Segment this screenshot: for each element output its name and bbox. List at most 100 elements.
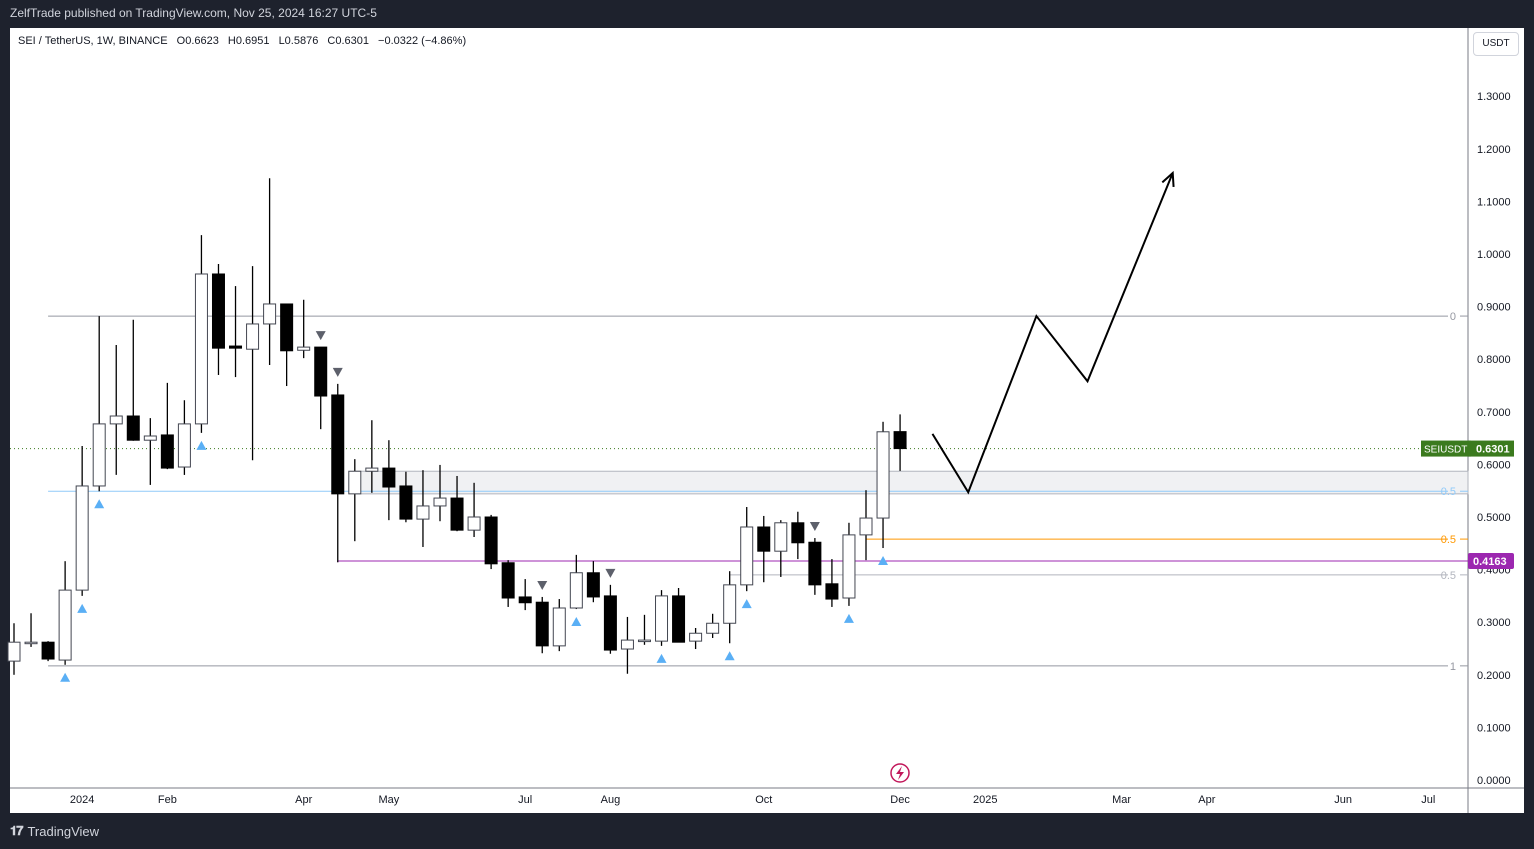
candle-up bbox=[263, 303, 277, 325]
down-arrow-marker bbox=[605, 568, 616, 578]
price-tick-label: 0.3000 bbox=[1477, 617, 1511, 629]
fib-level-label: 0.5 bbox=[1441, 486, 1456, 498]
time-tick-label: Jul bbox=[518, 794, 532, 806]
candle-up bbox=[723, 584, 737, 624]
candle-up bbox=[58, 589, 72, 661]
time-tick-label: Apr bbox=[295, 794, 312, 806]
price-tick-label: 1.1000 bbox=[1477, 196, 1511, 208]
candle-down bbox=[757, 526, 771, 552]
candle-up bbox=[689, 632, 703, 642]
down-arrow-marker bbox=[537, 580, 548, 590]
candle-up bbox=[109, 415, 123, 425]
candle-down bbox=[893, 431, 907, 450]
candle-up bbox=[774, 522, 788, 552]
footer: 𝟏𝟕 TradingView bbox=[10, 823, 99, 839]
close-value: C0.6301 bbox=[327, 35, 369, 47]
candle-up bbox=[348, 470, 362, 495]
time-tick-label: May bbox=[378, 794, 399, 806]
down-arrow-marker bbox=[332, 367, 343, 377]
brand-name: TradingView bbox=[27, 823, 100, 839]
candle-down bbox=[382, 467, 396, 488]
candle-up bbox=[620, 639, 634, 650]
time-tick-label: Feb bbox=[158, 794, 177, 806]
currency-button[interactable]: USDT bbox=[1473, 32, 1519, 56]
time-tick-label: Dec bbox=[890, 794, 910, 806]
fib-level-label: 0.5 bbox=[1441, 570, 1456, 582]
price-tick-label: 0.1000 bbox=[1477, 722, 1511, 734]
symbol-legend: SEI / TetherUS, 1W, BINANCE O0.6623 H0.6… bbox=[18, 35, 472, 47]
candle-down bbox=[518, 596, 532, 604]
price-tick-label: 0.0000 bbox=[1477, 775, 1511, 787]
purple-price-value: 0.4163 bbox=[1473, 556, 1507, 568]
candle-down bbox=[211, 273, 225, 349]
candle-up bbox=[177, 423, 191, 468]
candle-down bbox=[501, 562, 515, 599]
time-tick-label: Aug bbox=[601, 794, 621, 806]
candle-up bbox=[569, 572, 583, 609]
candle-down bbox=[825, 583, 839, 600]
candle-down bbox=[791, 522, 805, 544]
candle-down bbox=[484, 516, 498, 565]
candle-up bbox=[655, 595, 669, 642]
candle-up bbox=[637, 639, 651, 643]
candle-up bbox=[876, 431, 890, 519]
price-tick-label: 0.6000 bbox=[1477, 459, 1511, 471]
up-arrow-marker bbox=[571, 617, 582, 627]
time-tick-label: Apr bbox=[1198, 794, 1215, 806]
up-arrow-marker bbox=[656, 653, 667, 663]
candle-up bbox=[365, 467, 379, 472]
symbol-name[interactable]: SEI / TetherUS, 1W, BINANCE bbox=[18, 35, 168, 47]
candle-up bbox=[416, 505, 430, 520]
candle-up bbox=[552, 607, 566, 647]
lightning-bolt-icon bbox=[896, 766, 904, 780]
candle-down bbox=[41, 641, 55, 660]
price-tick-label: 0.2000 bbox=[1477, 670, 1511, 682]
candle-up bbox=[859, 517, 873, 536]
candle-down bbox=[331, 394, 345, 495]
candle-down bbox=[672, 595, 686, 643]
candle-up bbox=[297, 346, 311, 351]
resistance-zone bbox=[354, 470, 1469, 495]
right-border bbox=[1524, 28, 1534, 813]
up-arrow-marker bbox=[60, 672, 71, 682]
candle-up bbox=[706, 622, 720, 634]
time-tick-label: Oct bbox=[755, 794, 772, 806]
purple-price-tag bbox=[1468, 553, 1514, 570]
time-tick-label: Jun bbox=[1334, 794, 1352, 806]
projection-path bbox=[931, 172, 1174, 495]
time-tick-label: 2024 bbox=[70, 794, 94, 806]
up-arrow-marker bbox=[196, 440, 207, 450]
candle-up bbox=[24, 641, 38, 645]
candle-up bbox=[194, 273, 208, 425]
candle-down bbox=[399, 485, 413, 520]
price-tick-label: 0.5000 bbox=[1477, 512, 1511, 524]
up-arrow-marker bbox=[94, 499, 105, 509]
fib-level-label: 0 bbox=[1450, 311, 1456, 323]
candle-down bbox=[450, 497, 464, 531]
candle-up bbox=[92, 423, 106, 487]
publisher-info: ZelfTrade published on TradingView.com, … bbox=[10, 6, 377, 20]
candle-up bbox=[740, 526, 754, 586]
price-tick-label: 1.3000 bbox=[1477, 91, 1511, 103]
change-value: −0.0322 (−4.86%) bbox=[378, 35, 467, 47]
candle-down bbox=[603, 595, 617, 651]
candle-up bbox=[7, 641, 21, 662]
candle-down bbox=[160, 434, 174, 469]
down-arrow-marker bbox=[809, 522, 820, 532]
tradingview-logo-icon: 𝟏𝟕 bbox=[10, 823, 24, 838]
time-tick-label: Mar bbox=[1112, 794, 1131, 806]
candle-up bbox=[433, 497, 447, 507]
fib-level-label: 0.5 bbox=[1441, 534, 1456, 546]
up-arrow-marker bbox=[878, 556, 889, 566]
last-price-value: 0.6301 bbox=[1476, 444, 1510, 456]
up-arrow-marker bbox=[843, 613, 854, 623]
candle-up bbox=[467, 516, 481, 531]
price-tick-label: 1.0000 bbox=[1477, 249, 1511, 261]
up-arrow-marker bbox=[77, 603, 88, 613]
price-tick-label: 1.2000 bbox=[1477, 144, 1511, 156]
candle-up bbox=[842, 534, 856, 599]
price-tick-label: 0.9000 bbox=[1477, 302, 1511, 314]
candle-down bbox=[535, 601, 549, 647]
candle-down bbox=[314, 346, 328, 397]
